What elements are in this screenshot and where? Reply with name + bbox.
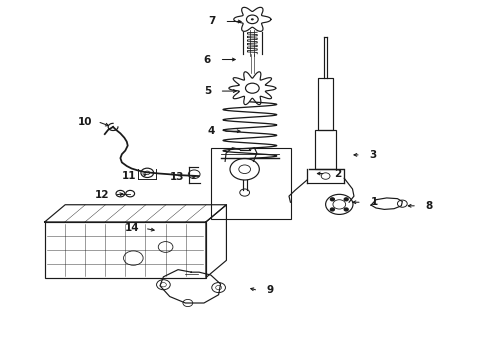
Text: 12: 12 xyxy=(95,190,110,200)
Text: 10: 10 xyxy=(78,117,93,127)
Text: 5: 5 xyxy=(204,86,211,96)
Text: 13: 13 xyxy=(170,172,184,182)
Circle shape xyxy=(344,198,348,201)
Text: 3: 3 xyxy=(369,150,377,160)
Text: 11: 11 xyxy=(122,171,136,181)
Text: 14: 14 xyxy=(125,224,140,233)
Text: 9: 9 xyxy=(267,285,274,296)
Text: 6: 6 xyxy=(204,54,211,64)
Bar xyxy=(315,130,336,169)
Circle shape xyxy=(330,208,334,211)
Bar xyxy=(211,148,292,220)
Circle shape xyxy=(251,18,254,21)
Bar xyxy=(318,78,333,130)
Text: 4: 4 xyxy=(207,126,215,136)
Text: 7: 7 xyxy=(209,17,216,27)
Text: 2: 2 xyxy=(334,168,342,179)
Circle shape xyxy=(330,198,334,201)
Circle shape xyxy=(344,208,348,211)
Text: 1: 1 xyxy=(370,197,378,207)
Text: 8: 8 xyxy=(426,201,433,211)
Bar xyxy=(45,222,206,278)
